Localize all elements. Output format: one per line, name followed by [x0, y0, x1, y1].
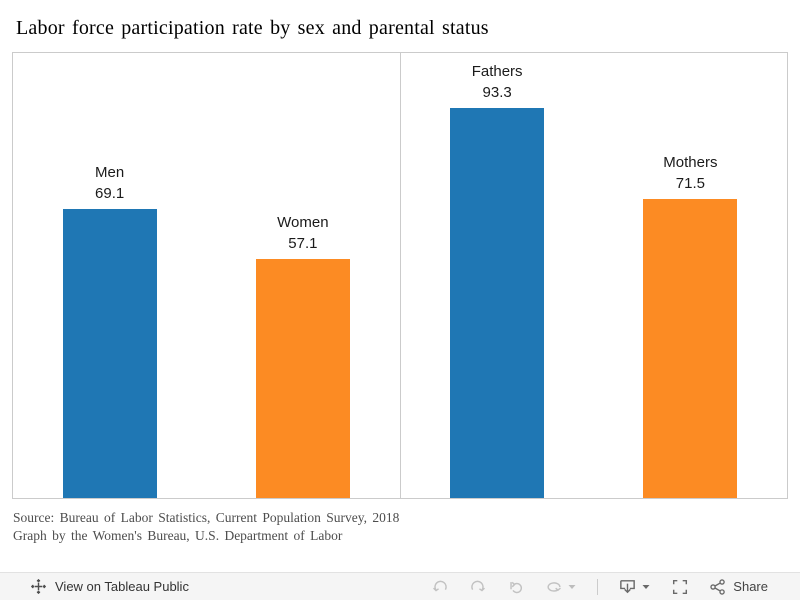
download-button[interactable]: [618, 577, 651, 596]
toolbar-actions: Share: [431, 577, 768, 596]
refresh-icon: [545, 578, 563, 596]
refresh-dropdown-icon: [567, 582, 577, 592]
share-label: Share: [733, 579, 768, 594]
page-title: Labor force participation rate by sex an…: [16, 17, 489, 39]
share-button[interactable]: Share: [709, 578, 768, 596]
undo-button[interactable]: [431, 578, 449, 596]
chart-panel-sex: Men 69.1 Women 57.1: [13, 53, 400, 498]
bar-label-men: Men 69.1: [95, 162, 124, 204]
bar-category-label: Women: [277, 214, 329, 232]
bar-group-women: Women 57.1: [206, 53, 399, 498]
bar-label-mothers: Mothers 71.5: [663, 152, 717, 194]
source-line-2: Graph by the Women's Bureau, U.S. Depart…: [13, 528, 343, 543]
replay-button[interactable]: [507, 578, 525, 596]
undo-icon: [431, 578, 449, 596]
view-on-tableau-public-link[interactable]: View on Tableau Public: [30, 578, 189, 595]
bar-value-label: 57.1: [288, 235, 318, 253]
bar-value-label: 71.5: [675, 175, 705, 193]
bar-category-label: Fathers: [471, 63, 523, 81]
share-icon: [709, 578, 727, 596]
view-on-tableau-public-label: View on Tableau Public: [55, 579, 189, 594]
download-icon: [618, 577, 637, 596]
redo-button[interactable]: [469, 578, 487, 596]
bar-value-label: 93.3: [482, 84, 512, 102]
redo-icon: [469, 578, 487, 596]
source-line-1: Source: Bureau of Labor Statistics, Curr…: [13, 510, 400, 525]
bar-chart: Men 69.1 Women 57.1 Fathers 93.3 Mothers…: [12, 52, 788, 499]
bar-men[interactable]: [62, 209, 157, 498]
source-note: Source: Bureau of Labor Statistics, Curr…: [13, 509, 399, 545]
bar-label-women: Women 57.1: [277, 212, 328, 254]
bar-group-mothers: Mothers 71.5: [594, 53, 787, 498]
chart-panel-parents: Fathers 93.3 Mothers 71.5: [399, 53, 788, 498]
refresh-button[interactable]: [545, 578, 577, 596]
tableau-toolbar: View on Tableau Public: [0, 572, 800, 600]
download-dropdown-icon: [641, 582, 651, 592]
bar-group-fathers: Fathers 93.3: [401, 53, 594, 498]
fullscreen-button[interactable]: [671, 578, 689, 596]
bar-category-label: Men: [95, 164, 125, 182]
bar-group-men: Men 69.1: [13, 53, 206, 498]
tableau-logo-icon: [30, 578, 47, 595]
bar-mothers[interactable]: [643, 199, 738, 498]
bar-category-label: Mothers: [663, 154, 718, 172]
fullscreen-icon: [671, 578, 689, 596]
bar-label-fathers: Fathers 93.3: [472, 61, 523, 103]
replay-icon: [507, 578, 525, 596]
bar-women[interactable]: [255, 259, 350, 498]
bar-fathers[interactable]: [450, 108, 545, 498]
bar-value-label: 69.1: [95, 185, 125, 203]
toolbar-divider: [597, 578, 599, 595]
